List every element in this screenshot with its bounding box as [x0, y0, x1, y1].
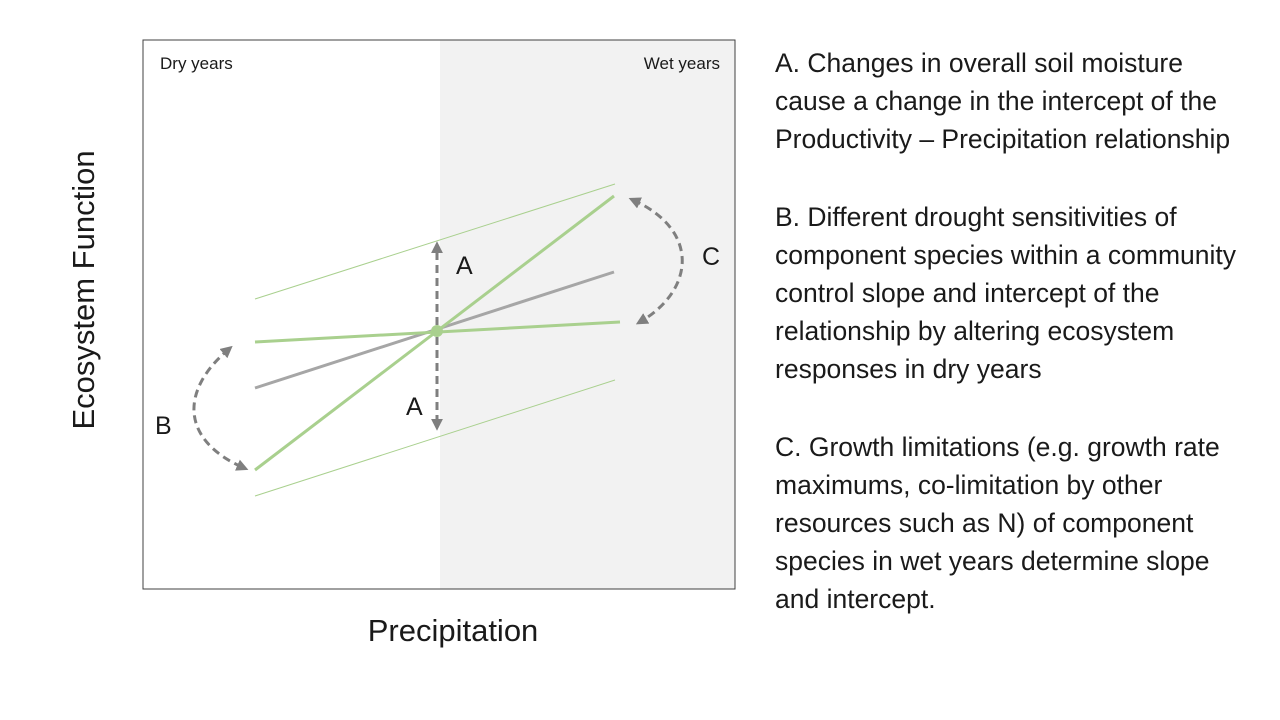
marker-a-upper: A: [456, 252, 473, 280]
wet-years-panel: [440, 40, 735, 589]
explanation-c: C. Growth limitations (e.g. growth rate …: [775, 432, 1220, 614]
marker-b: B: [155, 412, 172, 440]
explanation-panel: A. Changes in overall soil moisture caus…: [775, 44, 1255, 658]
wet-years-slope-arrow: [628, 197, 684, 325]
conceptual-diagram: Dry years Wet years A A B C: [66, 39, 736, 648]
dry-years-panel: [143, 40, 440, 589]
lower-intercept-line: [254, 379, 616, 497]
explanation-b: B. Different drought sensitivities of co…: [775, 202, 1237, 384]
dry-years-slope-arrow: [192, 345, 249, 471]
marker-a-lower: A: [406, 393, 423, 421]
diagram-svg: Dry years Wet years A A B C: [66, 39, 736, 648]
y-axis-label: Ecosystem Function: [66, 150, 101, 429]
wet-years-label: Wet years: [644, 54, 720, 73]
pivot-point: [431, 325, 443, 337]
marker-c: C: [702, 243, 720, 271]
x-axis-label: Precipitation: [368, 613, 539, 648]
explanation-a: A. Changes in overall soil moisture caus…: [775, 48, 1231, 154]
dry-years-label: Dry years: [160, 54, 233, 73]
plot-frame: [142, 39, 736, 590]
